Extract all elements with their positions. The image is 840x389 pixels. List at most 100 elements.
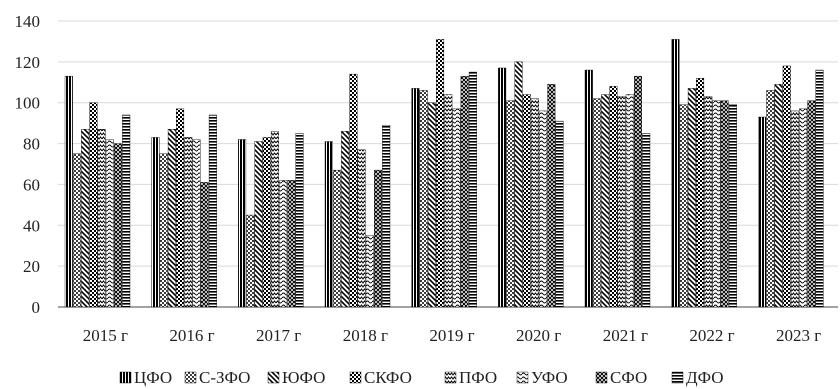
bar-2020-г-УФО — [539, 110, 548, 308]
bar-2018-г-ПФО — [357, 149, 366, 308]
x-tick-label: 2019 г — [429, 326, 474, 345]
bar-2016-г-УФО — [192, 139, 201, 308]
bar-2015-г-СКФО — [89, 102, 98, 308]
bar-2019-г-ПФО — [444, 94, 453, 308]
x-tick-label: 2021 г — [603, 326, 648, 345]
bar-2017-г-ЦФО — [238, 139, 247, 308]
x-tick-label: 2023 г — [776, 326, 821, 345]
x-tick-label: 2018 г — [343, 326, 388, 345]
bar-2017-г-ЮФО — [254, 141, 263, 308]
bar-2023-г-ДФО — [815, 69, 824, 308]
bar-2019-г-СКФО — [436, 39, 445, 308]
bar-2023-г-ЮФО — [774, 84, 783, 308]
bar-2015-г-ДФО — [122, 114, 131, 308]
bar-2017-г-СКФО — [262, 137, 271, 308]
plot-area — [64, 39, 824, 308]
bar-2016-г-ПФО — [184, 137, 193, 308]
bar-2019-г-С-ЗФО — [419, 90, 428, 308]
y-tick-label: 80 — [23, 135, 40, 154]
y-tick-label: 100 — [15, 94, 41, 113]
x-tick-label: 2015 г — [83, 326, 128, 345]
legend-swatch-С-ЗФО — [184, 371, 197, 384]
x-tick-label: 2017 г — [256, 326, 301, 345]
bar-2015-г-СФО — [113, 143, 122, 308]
y-tick-label: 20 — [23, 257, 40, 276]
bar-2016-г-СКФО — [176, 108, 185, 308]
bar-2020-г-СФО — [547, 84, 556, 308]
bar-2021-г-СФО — [634, 75, 643, 308]
bar-2018-г-ЦФО — [324, 141, 333, 308]
bar-2021-г-ЦФО — [584, 69, 593, 308]
bar-2019-г-СФО — [460, 75, 469, 308]
y-tick-label: 40 — [23, 216, 40, 235]
bar-2016-г-ЮФО — [167, 129, 176, 308]
bar-2020-г-ЮФО — [514, 61, 523, 308]
bar-2017-г-С-ЗФО — [246, 214, 255, 308]
bar-2022-г-ДФО — [728, 104, 737, 308]
x-tick-label: 2022 г — [689, 326, 734, 345]
y-axis: 0 20 40 60 80 100 120 140 — [15, 12, 41, 317]
bar-2018-г-ДФО — [382, 124, 391, 308]
bar-2021-г-С-ЗФО — [593, 98, 602, 308]
legend-label: С-ЗФО — [199, 368, 250, 387]
bar-2020-г-ДФО — [555, 120, 564, 308]
bar-2018-г-ЮФО — [341, 131, 350, 308]
bar-2021-г-УФО — [625, 94, 634, 308]
x-axis: 2015 г 2016 г 2017 г 2018 г 2019 г 2020 г 2021… — [83, 326, 822, 345]
bar-2019-г-ЮФО — [427, 102, 436, 308]
legend-label: УФО — [531, 368, 568, 387]
legend-label: ДФО — [686, 368, 724, 387]
bar-2022-г-ЮФО — [687, 88, 696, 308]
bar-2023-г-СКФО — [782, 65, 791, 308]
bar-2021-г-ДФО — [642, 133, 651, 308]
bar-2021-г-СКФО — [609, 86, 618, 308]
legend-label: ЦФО — [134, 368, 172, 387]
y-tick-label: 120 — [15, 53, 41, 72]
bar-2023-г-С-ЗФО — [766, 90, 775, 308]
bar-2020-г-ПФО — [530, 98, 539, 308]
bar-2019-г-ДФО — [468, 71, 477, 308]
legend-swatch-ПФО — [444, 371, 457, 384]
bar-2023-г-СФО — [807, 100, 816, 308]
bar-2017-г-СФО — [287, 180, 296, 308]
legend-label: СФО — [610, 368, 647, 387]
bar-2022-г-УФО — [712, 100, 721, 308]
y-tick-label: 0 — [32, 298, 41, 317]
bar-2018-г-СКФО — [349, 73, 358, 308]
bar-2022-г-С-ЗФО — [679, 104, 688, 308]
bar-2022-г-ПФО — [704, 96, 713, 308]
legend-swatch-СКФО — [349, 371, 362, 384]
bar-2023-г-ПФО — [790, 110, 799, 308]
bar-2022-г-ЦФО — [671, 39, 680, 308]
legend-swatch-ЦФО — [119, 371, 132, 384]
bar-2022-г-СФО — [720, 100, 729, 308]
x-tick-label: 2016 г — [169, 326, 214, 345]
legend: ЦФО С-ЗФО ЮФО СКФО ПФО УФО СФО ДФО — [119, 368, 724, 387]
bar-2023-г-УФО — [799, 108, 808, 308]
bar-2015-г-ЮФО — [81, 129, 90, 308]
bar-2021-г-ЮФО — [601, 94, 610, 308]
bar-2018-г-УФО — [365, 235, 374, 308]
bar-2016-г-СФО — [200, 182, 209, 308]
y-tick-label: 140 — [15, 12, 41, 31]
legend-swatch-СФО — [595, 371, 608, 384]
y-tick-label: 60 — [23, 175, 40, 194]
bar-2020-г-ЦФО — [498, 67, 507, 308]
legend-label: ПФО — [459, 368, 497, 387]
bar-2017-г-ПФО — [270, 131, 279, 308]
bar-2017-г-УФО — [279, 180, 288, 308]
bar-2016-г-ДФО — [208, 114, 217, 308]
bar-2018-г-С-ЗФО — [333, 169, 342, 308]
bar-2018-г-СФО — [374, 169, 383, 308]
bar-2015-г-ЦФО — [64, 75, 73, 308]
bar-2019-г-ЦФО — [411, 88, 420, 308]
legend-label: ЮФО — [282, 368, 325, 387]
legend-swatch-ЮФО — [267, 371, 280, 384]
bar-2017-г-ДФО — [295, 133, 304, 308]
bar-2021-г-ПФО — [617, 96, 626, 308]
bar-2016-г-С-ЗФО — [159, 153, 168, 308]
bar-2019-г-УФО — [452, 108, 461, 308]
bar-2016-г-ЦФО — [151, 137, 160, 308]
bar-2022-г-СКФО — [696, 77, 705, 308]
